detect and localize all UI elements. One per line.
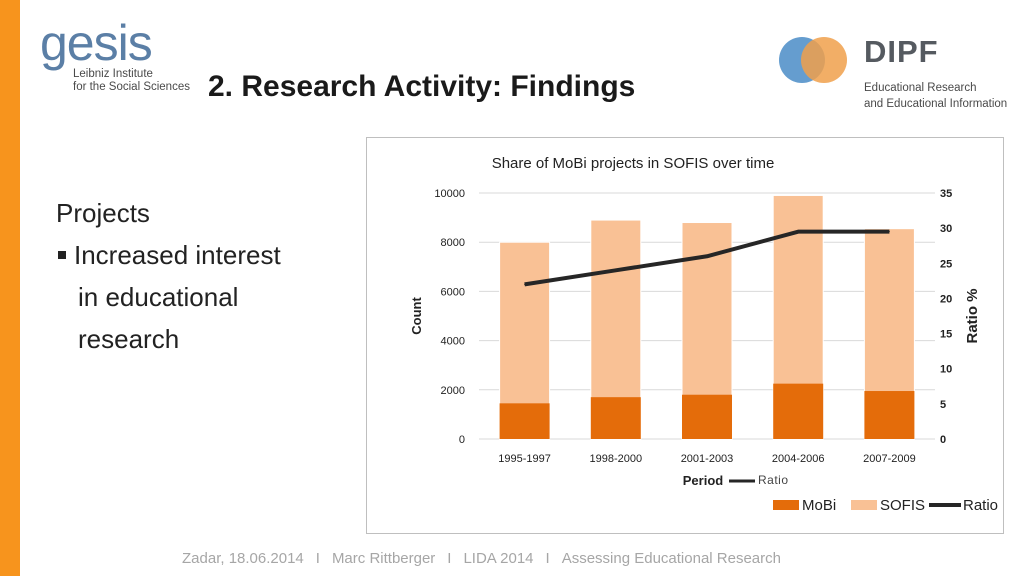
y-tick-label: 4000 xyxy=(441,336,465,348)
footer-author: Marc Rittberger xyxy=(331,550,436,567)
chart: Share of MoBi projects in SOFIS over tim… xyxy=(409,155,998,514)
dipf-logo-line2: and Educational Information xyxy=(864,98,1008,110)
bullet-text: Increased interest xyxy=(74,240,281,270)
dipf-logo: DIPF Educational Research and Educationa… xyxy=(778,34,1018,114)
ratio-point xyxy=(888,231,890,233)
y2-tick-label: 20 xyxy=(940,293,952,305)
y-tick-label: 6000 xyxy=(441,286,465,298)
y2-tick-label: 0 xyxy=(940,434,946,446)
content-heading: Projects xyxy=(56,198,150,228)
slide-content: Projects Increased interest in education… xyxy=(56,192,281,360)
legend-label-ratio: Ratio xyxy=(963,497,998,514)
bullet-square-icon xyxy=(58,251,66,259)
chart-title: Share of MoBi projects in SOFIS over tim… xyxy=(492,155,775,172)
y-tick-label: 8000 xyxy=(441,237,465,249)
y-tick-label: 10000 xyxy=(434,188,465,200)
gesis-logo-word: gesis xyxy=(40,15,153,71)
legend-swatch-mobi xyxy=(773,500,799,510)
bar-mobi xyxy=(682,394,732,439)
footer-topic: Assessing Educational Research xyxy=(561,550,781,567)
dipf-logo-word: DIPF xyxy=(864,34,939,69)
y2-tick-label: 5 xyxy=(940,399,946,411)
x-tick-label: 2004-2006 xyxy=(772,453,825,465)
legend-swatch-sofis xyxy=(851,500,877,510)
x-tick-label: 1995-1997 xyxy=(498,453,551,465)
y2-tick-label: 15 xyxy=(940,329,952,341)
dipf-logo-line1: Educational Research xyxy=(864,82,977,94)
gesis-logo: gesis Leibniz Institute for the Social S… xyxy=(40,18,190,98)
y2-tick-label: 10 xyxy=(940,364,952,376)
y2-axis-label: Ratio % xyxy=(964,288,981,343)
x-tick-label: 2007-2009 xyxy=(863,453,916,465)
chart-frame: Share of MoBi projects in SOFIS over tim… xyxy=(366,137,1004,534)
footer-separator: I xyxy=(315,550,320,567)
slide-title: 2. Research Activity: Findings xyxy=(208,70,636,103)
ratio-point xyxy=(615,269,617,271)
footer-separator: I xyxy=(545,550,550,567)
dipf-orange-circle xyxy=(801,37,847,83)
ratio-point xyxy=(797,231,799,233)
x-tick-label: 2001-2003 xyxy=(681,453,734,465)
footer-event: LIDA 2014 xyxy=(463,550,534,567)
y-tick-label: 0 xyxy=(459,434,465,446)
ratio-point xyxy=(706,255,708,257)
y-tick-label: 2000 xyxy=(441,385,465,397)
bullet-continuation-1: in educational xyxy=(78,282,239,312)
legend-label-mobi: MoBi xyxy=(802,497,836,514)
bar-mobi xyxy=(864,391,915,439)
content-bullet: Increased interest xyxy=(56,234,281,276)
legend-label-sofis: SOFIS xyxy=(880,497,925,514)
footer: Zadar, 18.06.2014 I Marc Rittberger I LIDA 2… xyxy=(182,550,781,567)
gesis-logo-line1: Leibniz Institute xyxy=(73,68,153,80)
dipf-logo-subtitle: Educational Research and Educational Inf… xyxy=(864,80,1007,112)
bar-mobi xyxy=(499,403,550,439)
y2-tick-label: 35 xyxy=(940,188,952,200)
gesis-logo-line2: for the Social Sciences xyxy=(73,81,190,93)
accent-bar xyxy=(0,0,20,576)
bar-mobi xyxy=(590,397,641,439)
y-axis-label: Count xyxy=(409,297,424,335)
y2-tick-label: 25 xyxy=(940,258,952,270)
footer-separator: I xyxy=(447,550,452,567)
footer-place-date: Zadar, 18.06.2014 xyxy=(182,550,304,567)
bullet-continuation-2: research xyxy=(78,324,180,354)
x-tick-label: 1998-2000 xyxy=(589,453,642,465)
ratio-point xyxy=(524,283,526,285)
stray-legend-label: Ratio xyxy=(758,473,789,487)
gesis-logo-subtitle: Leibniz Institute for the Social Science… xyxy=(73,68,190,94)
x-axis-label: Period xyxy=(683,473,724,488)
bar-mobi xyxy=(773,383,824,439)
y2-tick-label: 30 xyxy=(940,223,952,235)
dipf-logo-circles xyxy=(779,37,847,83)
